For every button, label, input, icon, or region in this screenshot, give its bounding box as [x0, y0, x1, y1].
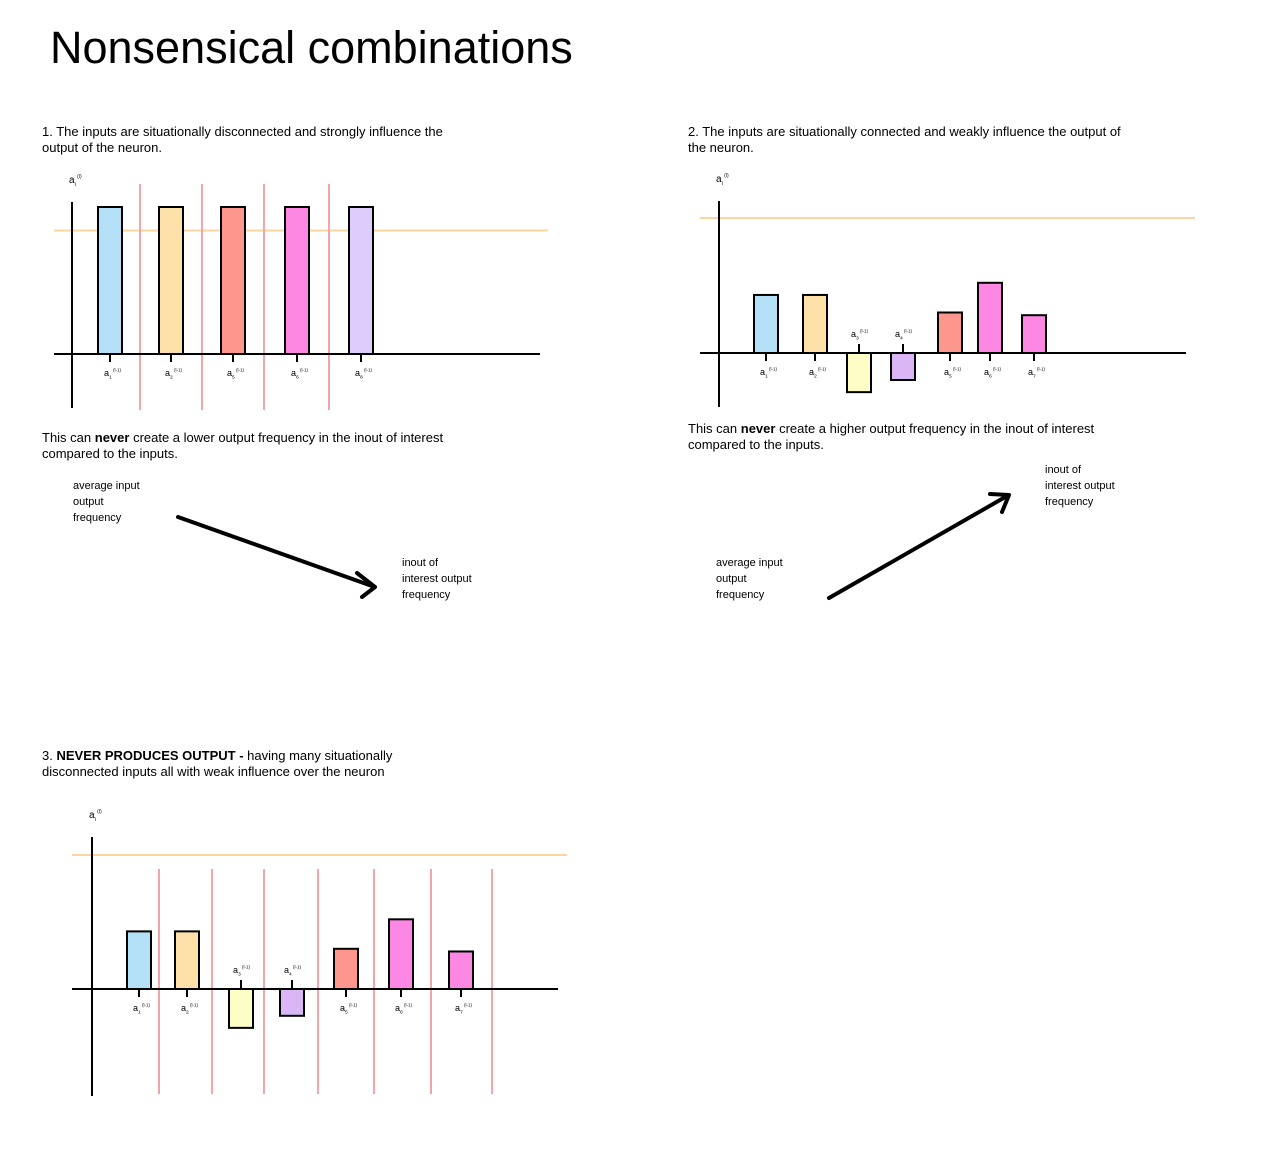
conclusion-prefix: This can	[688, 421, 741, 436]
bar-label: a4 (l-1)	[284, 965, 302, 978]
section-3-caption: 3. NEVER PRODUCES OUTPUT - having many s…	[42, 748, 462, 780]
note-line: frequency	[1045, 496, 1094, 508]
note-line: inout of	[402, 557, 439, 569]
bar-label: a5 (l-1)	[944, 367, 962, 380]
bar-label: a1 (l-1)	[104, 368, 122, 381]
bar	[802, 293, 828, 355]
bar-label: a3 (l-1)	[233, 965, 251, 978]
section-1-conclusion: This can never create a lower output fre…	[42, 430, 452, 462]
section-1-to-label: inout of interest output frequency	[402, 555, 472, 603]
chart-1: ai (l) a1 (l-1) a2 (l-1) a5 (l-1) a6 (l-1) a8…	[54, 174, 548, 410]
note-line: average input	[716, 557, 783, 569]
bar-label: a6 (l-1)	[291, 368, 309, 381]
section-3-caption-bold: NEVER PRODUCES OUTPUT -	[56, 748, 248, 763]
chart-2: ai (l) a1 (l-1) a2 (l-1) a3 (l-1) a4 (l-1) a5…	[700, 173, 1195, 407]
bar	[174, 930, 200, 991]
bar	[126, 930, 152, 991]
note-line: frequency	[402, 589, 451, 601]
bar	[220, 206, 246, 355]
section-1-from-label: average input output frequency	[73, 478, 140, 526]
section-2-number: 2.	[688, 124, 699, 139]
bar-label: a2 (l-1)	[809, 367, 827, 380]
bar-label: a3 (l-1)	[851, 329, 869, 342]
bar-label: a1 (l-1)	[760, 367, 778, 380]
conclusion-suffix: create a higher output frequency in the …	[688, 421, 1095, 452]
bar	[1021, 314, 1047, 355]
bar-label: a1 (l-1)	[133, 1003, 151, 1016]
bar-label: a6 (l-1)	[395, 1003, 413, 1016]
note-line: frequency	[716, 589, 765, 601]
bar-label: a4 (l-1)	[895, 329, 913, 342]
conclusion-bold: never	[94, 430, 130, 445]
bar-label: a5 (l-1)	[227, 368, 245, 381]
section-2-caption-text: The inputs are situationally connected a…	[688, 124, 1121, 155]
page-title: Nonsensical combinations	[50, 22, 573, 73]
bar	[977, 281, 1003, 354]
note-line: interest output	[1045, 480, 1115, 492]
section-3-number: 3.	[42, 748, 53, 763]
conclusion-bold: never	[740, 421, 776, 436]
note-line: frequency	[73, 512, 122, 524]
bar	[753, 293, 779, 355]
bar	[284, 206, 310, 355]
bar	[228, 988, 254, 1029]
bar-label: a6 (l-1)	[984, 367, 1002, 380]
bar	[846, 352, 872, 394]
conclusion-suffix: create a lower output frequency in the i…	[42, 430, 444, 461]
section-2-from-label: average input output frequency	[716, 555, 783, 603]
section-1-caption: 1. The inputs are situationally disconne…	[42, 124, 482, 156]
chart-3: ai (l) a1 (l-1) a2 (l-1) a3 (l-1) a4 (l-1) a5…	[72, 809, 567, 1096]
bar	[388, 918, 414, 991]
bar	[279, 988, 305, 1017]
conclusion-prefix: This can	[42, 430, 95, 445]
bar-label: a5 (l-1)	[340, 1003, 358, 1016]
bar	[937, 311, 963, 354]
note-line: output	[73, 496, 104, 508]
bar	[97, 206, 123, 355]
bar-label: a2 (l-1)	[181, 1003, 199, 1016]
arrow-down-icon	[176, 515, 377, 599]
arrow-up-icon	[827, 492, 1011, 600]
bar-label: a8 (l-1)	[355, 368, 373, 381]
y-axis-label: ai (l)	[89, 809, 102, 823]
section-2-to-label: inout of interest output frequency	[1045, 462, 1115, 510]
section-2-caption: 2. The inputs are situationally connecte…	[688, 124, 1128, 156]
bar	[448, 950, 474, 990]
note-line: interest output	[402, 573, 472, 585]
note-line: average input	[73, 480, 140, 492]
bar-label: a2 (l-1)	[165, 368, 183, 381]
note-line: inout of	[1045, 464, 1082, 476]
bar	[333, 947, 359, 990]
bar-label: a7 (l-1)	[455, 1003, 473, 1016]
bar	[348, 206, 374, 355]
bar-label: a7 (l-1)	[1028, 367, 1046, 380]
bar	[890, 352, 916, 381]
section-3-caption-text: having many situationally disconnected i…	[42, 748, 393, 779]
y-axis-label: ai (l)	[716, 173, 729, 187]
y-axis-label: ai (l)	[69, 174, 82, 188]
section-2-conclusion: This can never create a higher output fr…	[688, 421, 1108, 453]
section-1-caption-text: The inputs are situationally disconnecte…	[42, 124, 443, 155]
note-line: output	[716, 573, 747, 585]
section-1-number: 1.	[42, 124, 53, 139]
bar	[158, 206, 184, 355]
